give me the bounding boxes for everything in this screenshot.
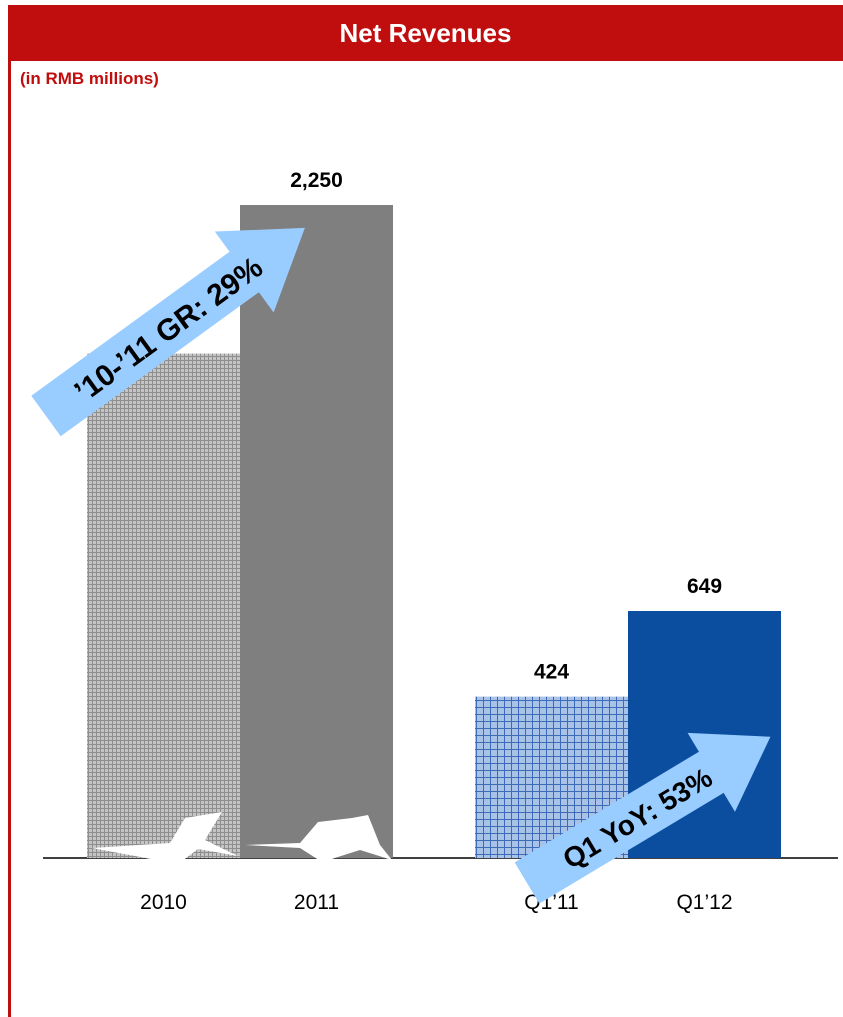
bar-2010: [87, 353, 240, 858]
category-label-2010: 2010: [140, 891, 187, 914]
category-label-2011: 2011: [294, 891, 339, 914]
left-border: [8, 61, 11, 1017]
value-label-q1-11: 424: [534, 661, 569, 684]
value-label-q1-12: 649: [687, 575, 722, 598]
chart-header: Net Revenues: [8, 5, 843, 61]
category-label-q1-12: Q1’12: [676, 891, 732, 914]
chart-subtitle: (in RMB millions): [20, 69, 159, 88]
chart-title: Net Revenues: [339, 17, 512, 48]
bar-2011: [240, 205, 393, 858]
axis-break-2011: [245, 815, 392, 862]
axis-break-2010: [92, 812, 238, 864]
value-label-2011: 2,250: [290, 169, 343, 192]
